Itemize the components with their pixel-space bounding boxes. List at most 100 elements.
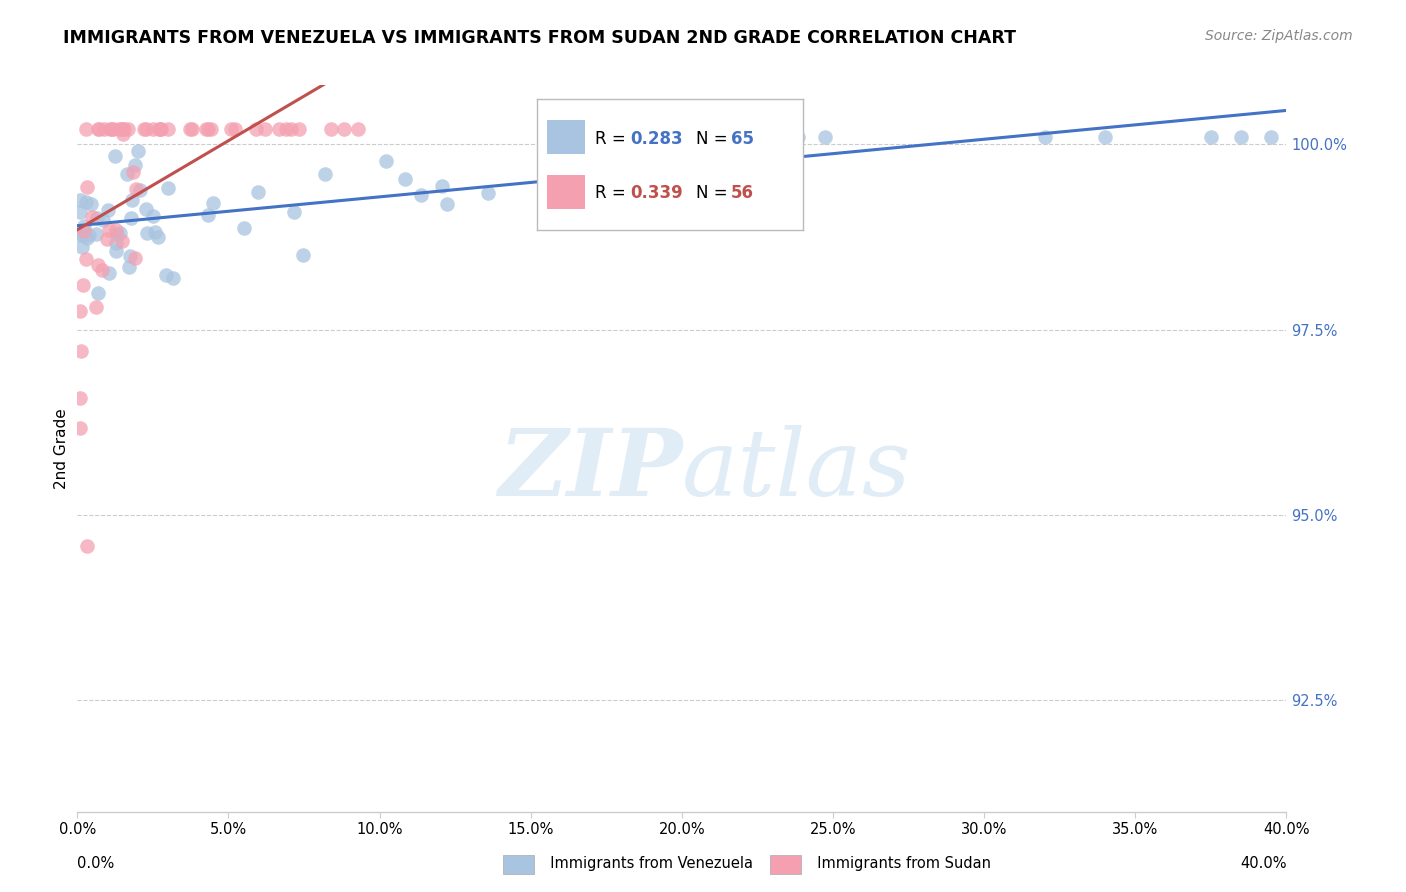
Point (87, 286, 110, 301)
Point (430, 178, 453, 193)
Point (292, 248, 315, 262)
Point (117, 122, 139, 136)
Point (97, 202, 120, 217)
Point (69, 204, 91, 219)
Point (72, 227, 94, 241)
Point (93, 122, 115, 136)
Point (179, 122, 201, 136)
Point (84, 300, 107, 314)
Point (112, 122, 135, 136)
Point (219, 122, 242, 136)
Point (111, 122, 134, 136)
Point (72, 240, 94, 254)
Point (162, 270, 184, 285)
Y-axis label: 2nd Grade: 2nd Grade (53, 408, 69, 489)
Point (135, 122, 157, 136)
Point (86, 211, 108, 226)
Point (534, 156, 557, 170)
Text: Immigrants from Sudan: Immigrants from Sudan (808, 856, 991, 871)
Point (70, 344, 93, 359)
Point (135, 202, 157, 216)
Point (253, 122, 276, 136)
Point (283, 204, 305, 219)
Point (1199, 129, 1222, 144)
Point (124, 251, 146, 265)
Point (1260, 129, 1282, 144)
Point (69, 392, 91, 406)
Point (104, 149, 127, 163)
Point (333, 122, 356, 136)
Point (1230, 129, 1253, 144)
Point (149, 122, 172, 136)
Point (143, 225, 166, 239)
Point (748, 179, 770, 194)
Point (111, 127, 134, 141)
Point (98, 266, 121, 280)
Point (274, 122, 297, 136)
Point (127, 144, 149, 158)
Point (148, 122, 170, 136)
Point (202, 195, 225, 210)
Point (197, 122, 219, 136)
Point (104, 223, 127, 237)
Point (233, 221, 256, 235)
Point (477, 186, 499, 201)
Point (125, 182, 148, 196)
Point (89, 122, 111, 136)
Point (111, 122, 134, 136)
Point (91, 212, 114, 227)
Point (224, 122, 246, 136)
Point (120, 211, 142, 225)
Point (87, 122, 110, 136)
Point (141, 209, 163, 223)
Point (267, 122, 290, 136)
Text: Source: ZipAtlas.com: Source: ZipAtlas.com (1205, 29, 1353, 43)
Point (111, 234, 134, 248)
Point (107, 227, 129, 241)
Point (105, 235, 128, 250)
Point (394, 172, 416, 186)
Point (288, 122, 311, 136)
Text: ZIP: ZIP (498, 425, 682, 515)
Point (142, 122, 165, 136)
Point (786, 129, 808, 144)
Point (245, 122, 267, 136)
Point (671, 146, 693, 161)
Point (581, 158, 603, 172)
Point (200, 122, 222, 136)
Point (75, 195, 97, 210)
Point (84, 227, 107, 241)
Point (436, 196, 458, 211)
Point (731, 129, 754, 144)
Point (321, 122, 343, 136)
Point (157, 181, 180, 195)
Point (105, 244, 128, 258)
Point (155, 268, 177, 282)
Point (197, 208, 219, 222)
Point (69, 421, 91, 435)
Point (96, 232, 118, 246)
Point (91, 262, 114, 277)
Point (194, 122, 217, 136)
Point (134, 122, 156, 136)
Point (101, 122, 124, 136)
Point (72, 278, 94, 293)
Point (69, 193, 91, 207)
Point (129, 183, 152, 197)
Point (246, 185, 269, 199)
Point (124, 158, 146, 172)
Point (73, 219, 96, 233)
Point (75, 122, 97, 136)
Point (98, 122, 121, 136)
Point (76, 180, 98, 194)
Text: 40.0%: 40.0% (1240, 856, 1286, 871)
Text: atlas: atlas (682, 425, 911, 515)
Point (80, 211, 103, 225)
Point (75, 252, 97, 266)
Point (1033, 129, 1056, 144)
Point (314, 167, 336, 181)
Point (73, 224, 96, 238)
Point (121, 193, 143, 207)
Point (80, 196, 103, 211)
Point (100, 122, 122, 136)
